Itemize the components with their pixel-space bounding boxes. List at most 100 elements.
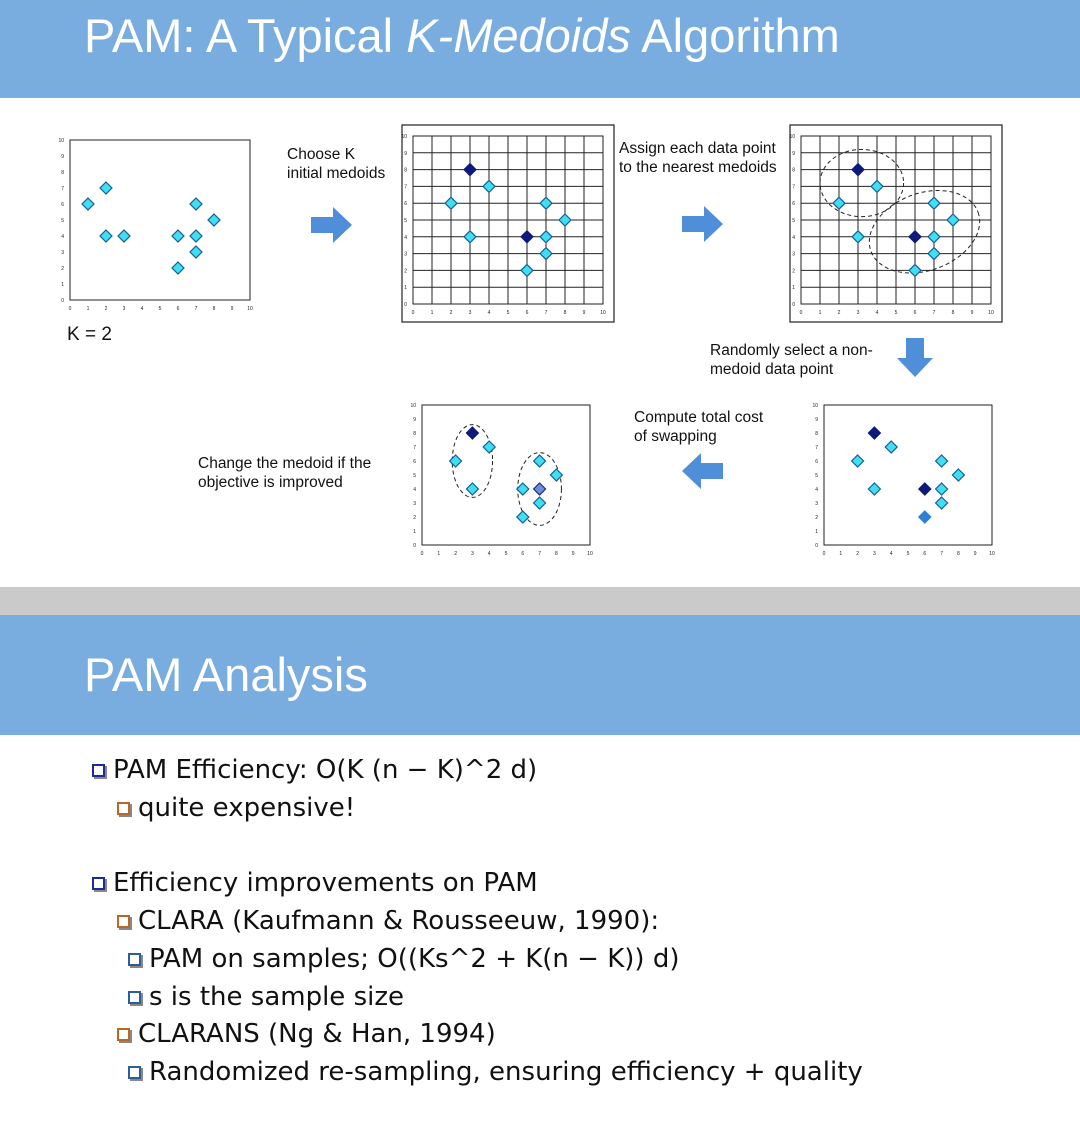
y-tick-label: 9 xyxy=(404,151,407,157)
data-point xyxy=(482,440,497,454)
y-tick-label: 9 xyxy=(792,151,795,157)
data-point xyxy=(465,482,480,496)
y-tick-label: 5 xyxy=(404,218,407,224)
bullet-box-icon xyxy=(117,802,130,815)
x-tick-label: 10 xyxy=(989,551,995,557)
bullet-item: quite expensive! xyxy=(117,793,355,823)
y-tick-label: 6 xyxy=(792,201,795,207)
bullet-item: Efficiency improvements on PAM xyxy=(92,868,538,898)
y-tick-label: 6 xyxy=(413,459,416,465)
y-tick-label: 7 xyxy=(792,184,795,190)
data-point xyxy=(99,181,113,195)
bullet-box-icon xyxy=(117,915,130,928)
title-text-em: K-Medoids xyxy=(406,9,631,62)
x-tick-label: 2 xyxy=(105,306,108,312)
k-label: K = 2 xyxy=(67,324,112,345)
caption-compute: Compute total cost of swapping xyxy=(634,408,763,446)
y-tick-label: 6 xyxy=(61,202,64,208)
bullet-box-icon xyxy=(128,1066,141,1079)
x-tick-label: 1 xyxy=(87,306,90,312)
y-tick-label: 10 xyxy=(58,138,64,144)
x-tick-label: 10 xyxy=(600,310,606,316)
y-tick-label: 4 xyxy=(815,487,818,493)
y-tick-label: 10 xyxy=(410,403,416,409)
x-tick-label: 7 xyxy=(545,310,548,316)
plot-area xyxy=(421,404,591,546)
bullet-text: CLARA (Kaufmann & Rousseeuw, 1990): xyxy=(138,906,660,936)
y-tick-label: 5 xyxy=(792,218,795,224)
data-point xyxy=(463,229,477,244)
cluster-ellipse xyxy=(451,424,494,498)
caption-assign: Assign each data point to the nearest me… xyxy=(619,139,777,177)
x-tick-label: 8 xyxy=(952,310,955,316)
plot-area xyxy=(823,404,993,546)
data-point xyxy=(532,454,547,468)
data-point xyxy=(927,229,941,244)
y-tick-label: 7 xyxy=(61,186,64,192)
data-point xyxy=(532,496,547,510)
caption-assign-line1: Assign each data point xyxy=(619,140,776,157)
candidate-point xyxy=(917,510,932,524)
y-tick-label: 0 xyxy=(792,302,795,308)
caption-choose-k-line1: Choose K xyxy=(287,146,356,163)
caption-compute-line2: of swapping xyxy=(634,428,717,445)
arrow-right-icon xyxy=(311,207,352,243)
y-tick-label: 2 xyxy=(815,515,818,521)
x-tick-label: 0 xyxy=(69,306,72,312)
data-point xyxy=(171,229,185,243)
choose-medoids-plot: 00 1 1 2 2 3 3 4 4 5 5 6 6 7 7 8 8 9 9 10 10 xyxy=(401,124,615,323)
outer-frame xyxy=(789,124,1003,323)
y-tick-label: 4 xyxy=(413,487,416,493)
x-tick-label: 7 xyxy=(538,551,541,557)
y-tick-label: 3 xyxy=(815,501,818,507)
slide-divider xyxy=(0,587,1080,615)
x-tick-label: 7 xyxy=(940,551,943,557)
x-tick-label: 9 xyxy=(974,551,977,557)
y-tick-label: 9 xyxy=(413,417,416,423)
data-point xyxy=(851,229,865,244)
caption-choose-k-line2: initial medoids xyxy=(287,165,386,182)
x-tick-label: 0 xyxy=(412,310,415,316)
y-tick-label: 5 xyxy=(61,218,64,224)
caption-random-line2: medoid data point xyxy=(710,361,834,378)
bullet-item: PAM on samples; O((Ks^2 + K(n − K)) d) xyxy=(128,944,679,974)
title-text-post: Algorithm xyxy=(630,9,840,62)
y-tick-label: 3 xyxy=(61,250,64,256)
bullet-box-icon xyxy=(128,953,141,966)
x-tick-label: 0 xyxy=(421,551,424,557)
data-point xyxy=(189,197,203,211)
data-point xyxy=(832,196,846,211)
bullet-item: CLARA (Kaufmann & Rousseeuw, 1990): xyxy=(117,906,659,936)
x-tick-label: 2 xyxy=(454,551,457,557)
x-tick-label: 4 xyxy=(488,551,491,557)
x-tick-label: 2 xyxy=(838,310,841,316)
bullet-item: s is the sample size xyxy=(128,982,404,1012)
y-tick-label: 4 xyxy=(792,235,795,241)
x-tick-label: 5 xyxy=(159,306,162,312)
y-tick-label: 3 xyxy=(413,501,416,507)
data-point xyxy=(934,496,949,510)
x-tick-label: 8 xyxy=(564,310,567,316)
data-point xyxy=(850,454,865,468)
y-tick-label: 8 xyxy=(413,431,416,437)
y-tick-label: 8 xyxy=(815,431,818,437)
assign-clusters-plot: 00 1 1 2 2 3 3 4 4 5 5 6 6 7 7 8 8 9 9 10 10 xyxy=(789,124,1003,323)
caption-random-line1: Randomly select a non- xyxy=(710,342,873,359)
x-tick-label: 8 xyxy=(957,551,960,557)
medoid-point xyxy=(917,482,932,496)
caption-compute-line1: Compute total cost xyxy=(634,409,764,426)
y-tick-label: 2 xyxy=(404,268,407,274)
arrow-right-icon xyxy=(682,206,723,242)
x-tick-label: 10 xyxy=(988,310,994,316)
x-tick-label: 6 xyxy=(923,551,926,557)
caption-change-line2: objective is improved xyxy=(198,474,343,491)
data-point xyxy=(908,263,922,278)
x-tick-label: 7 xyxy=(933,310,936,316)
bullet-text: Efficiency improvements on PAM xyxy=(113,868,538,898)
x-tick-label: 6 xyxy=(914,310,917,316)
arrow-left-icon xyxy=(682,453,723,489)
x-tick-label: 2 xyxy=(450,310,453,316)
x-tick-label: 8 xyxy=(213,306,216,312)
x-tick-label: 3 xyxy=(123,306,126,312)
data-point xyxy=(946,213,960,227)
